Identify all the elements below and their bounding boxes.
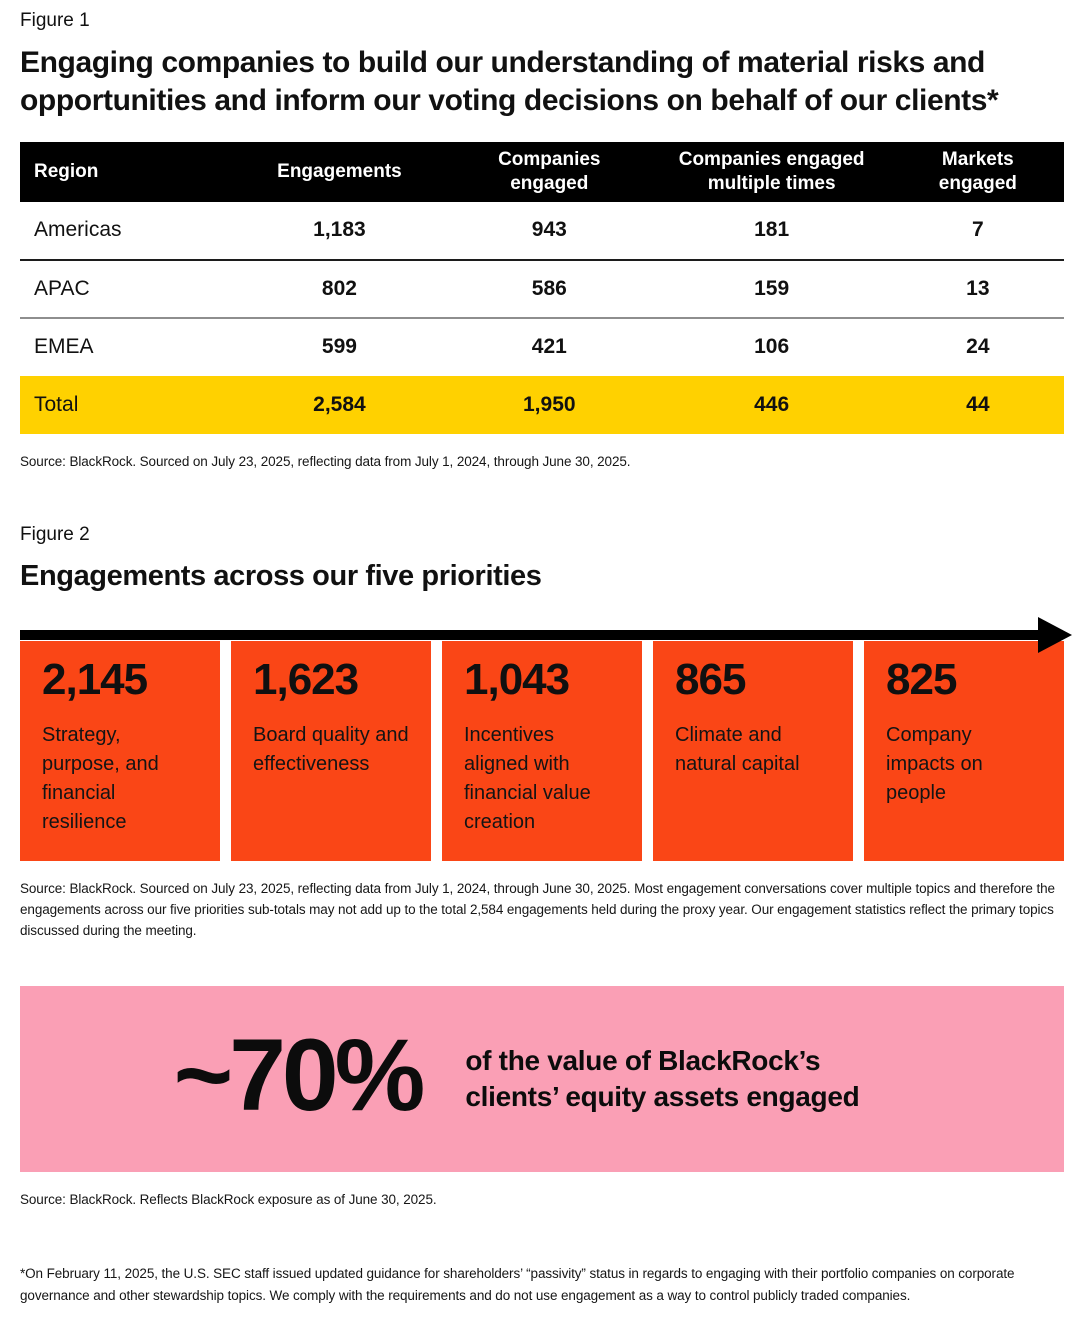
companies-engaged-value: 943: [446, 201, 652, 261]
engagements-value: 599: [321, 335, 357, 358]
equity-stat-banner: ~70% of the value of BlackRock’s clients…: [20, 986, 1064, 1173]
companies-engaged-value: 586: [446, 259, 652, 319]
table-row-total: Total 2,584 1,950 446 44: [20, 375, 1064, 434]
priority-card-board-quality: 1,623 Board quality and effectiveness: [231, 641, 431, 862]
markets-engaged-value: 7: [891, 201, 1064, 261]
total-companies-multiple-value: 446: [651, 375, 892, 434]
stat-description: of the value of BlackRock’s clients’ equ…: [465, 1045, 860, 1113]
engagements-value: 1,183: [231, 201, 447, 261]
priority-count: 825: [886, 655, 957, 705]
priority-count: 2,145: [42, 655, 148, 705]
table-row-emea: EMEA 599 421 106 24: [20, 318, 1064, 376]
priority-count: 1,623: [253, 655, 359, 705]
total-engagements-value: 2,584: [231, 375, 447, 434]
priority-label: Board quality and effectiveness: [253, 724, 409, 776]
priority-label: Company impacts on people: [886, 724, 983, 805]
table-header-row: Region Engagements Companies engaged Com…: [20, 142, 1064, 202]
arrow-head-icon: [1038, 617, 1072, 654]
stat-value: ~70%: [173, 1018, 426, 1133]
figure1-source: Source: BlackRock. Sourced on July 23, 2…: [20, 453, 631, 469]
priority-count: 1,043: [464, 655, 570, 705]
priorities-timeline-arrow: [20, 617, 1072, 654]
engagements-value: 802: [231, 259, 447, 319]
priority-card-company-impacts: 825 Company impacts on people: [864, 641, 1064, 862]
figure1-label: Figure 1: [20, 10, 90, 31]
total-companies-engaged-value: 1,950: [446, 375, 652, 434]
table-row-americas: Americas 1,183 943 181 7: [20, 201, 1064, 261]
highlight-source: Source: BlackRock. Reflects BlackRock ex…: [20, 1192, 437, 1208]
region-label: APAC: [20, 259, 232, 319]
figure2-label: Figure 2: [20, 524, 90, 546]
priority-card-strategy: 2,145 Strategy, purpose, and financial r…: [20, 641, 220, 862]
figure2-title: Engagements across our five priorities: [20, 560, 542, 593]
column-header-markets-engaged: Markets engaged: [891, 142, 1064, 202]
engagements-table: Region Engagements Companies engaged Com…: [20, 142, 1064, 434]
region-label: EMEA: [34, 335, 94, 358]
figure2-source: Source: BlackRock. Sourced on July 23, 2…: [20, 881, 1055, 939]
column-header-region: Region: [20, 142, 232, 202]
table-header: Region Engagements Companies engaged Com…: [20, 142, 1064, 202]
arrow-bar: [20, 630, 1038, 641]
figure1-title: Engaging companies to build our understa…: [20, 46, 999, 117]
priority-label: Incentives aligned with financial value …: [464, 724, 591, 834]
table-row-apac: APAC 802 586 159 13: [20, 259, 1064, 319]
sec-footnote: *On February 11, 2025, the U.S. SEC staf…: [20, 1266, 1015, 1304]
total-label: Total: [20, 375, 232, 434]
column-header-companies-engaged: Companies engaged: [446, 142, 652, 202]
priority-count: 865: [675, 655, 746, 705]
priority-label: Strategy, purpose, and financial resilie…: [42, 724, 159, 834]
region-label: Americas: [20, 201, 232, 261]
total-markets-engaged-value: 44: [891, 375, 1064, 434]
companies-multiple-value: 159: [651, 259, 892, 319]
companies-multiple-value: 106: [754, 335, 790, 358]
companies-engaged-value: 421: [531, 335, 567, 358]
markets-engaged-value: 13: [891, 259, 1064, 319]
priorities-row: 2,145 Strategy, purpose, and financial r…: [20, 641, 1064, 862]
priority-card-incentives: 1,043 Incentives aligned with financial …: [442, 641, 642, 862]
column-header-companies-engaged-multiple: Companies engaged multiple times: [651, 142, 892, 202]
priority-label: Climate and natural capital: [675, 724, 800, 776]
priority-card-climate: 865 Climate and natural capital: [653, 641, 853, 862]
column-header-engagements: Engagements: [231, 142, 447, 202]
companies-multiple-value: 181: [651, 201, 892, 261]
markets-engaged-value: 24: [966, 335, 990, 358]
